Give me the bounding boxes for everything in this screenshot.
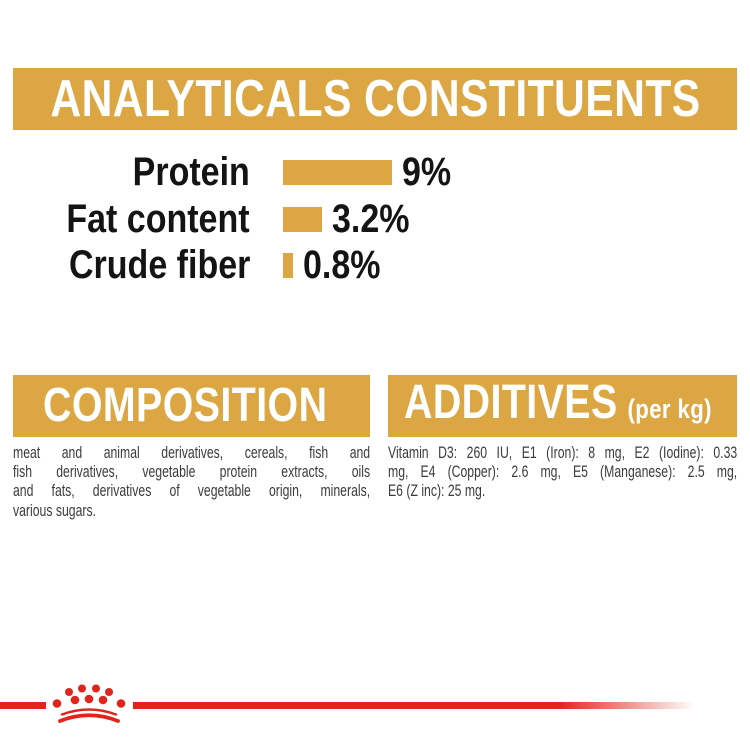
chart-row-fat-content: Fat content 3.2% xyxy=(0,197,750,241)
bar-label-fat-content: Fat content xyxy=(66,197,250,241)
bar-label-protein: Protein xyxy=(132,150,250,194)
composition-text: meat and animal derivatives, cereals, fi… xyxy=(13,443,370,520)
additives-title: ADDITIVES (per kg) xyxy=(404,372,712,440)
additives-title-suffix: (per kg) xyxy=(627,394,712,424)
bar-group-fat-content: 3.2% xyxy=(283,197,423,241)
analytical-constituents-banner: ANALYTICALS CONSTITUENTS xyxy=(13,68,737,130)
bar-value-fat-content: 3.2% xyxy=(332,197,410,241)
composition-text-line: fish derivatives, vegetable protein extr… xyxy=(13,462,371,482)
bar-group-protein: 9% xyxy=(283,150,460,194)
crude-fiber-bar xyxy=(283,253,293,278)
composition-title: COMPOSITION xyxy=(43,379,328,432)
bar-group-crude-fiber: 0.8% xyxy=(283,243,394,287)
composition-text-line: various sugars. xyxy=(13,500,97,520)
protein-bar xyxy=(283,160,392,185)
analytical-constituents-title: ANALYTICALS CONSTITUENTS xyxy=(49,70,701,128)
fat-content-bar xyxy=(283,207,322,232)
additives-text: Vitamin D3: 260 IU, E1 (Iron): 8 mg, E2 … xyxy=(388,443,737,501)
composition-text-line: and fats, derivatives of vegetable origi… xyxy=(13,481,371,501)
footer-rule-right xyxy=(133,702,750,709)
chart-row-protein: Protein 9% xyxy=(0,150,750,194)
composition-banner: COMPOSITION xyxy=(13,375,370,437)
additives-text-line: E6 (Z inc): 25 mg. xyxy=(388,481,486,501)
additives-text-line: mg, E4 (Copper): 2.6 mg, E5 (Manganese):… xyxy=(388,462,738,482)
additives-text-line: Vitamin D3: 260 IU, E1 (Iron): 8 mg, E2 … xyxy=(388,443,738,462)
bar-value-protein: 9% xyxy=(402,150,452,194)
footer-rule-left xyxy=(0,702,46,709)
additives-title-text: ADDITIVES xyxy=(404,376,618,429)
bar-value-crude-fiber: 0.8% xyxy=(303,243,381,287)
bar-label-crude-fiber: Crude fiber xyxy=(68,243,250,287)
chart-row-crude-fiber: Crude fiber 0.8% xyxy=(0,243,750,287)
royal-canin-crown-icon xyxy=(52,684,126,723)
additives-banner: ADDITIVES (per kg) xyxy=(388,375,737,437)
composition-text-line: meat and animal derivatives, cereals, fi… xyxy=(13,443,371,462)
nutrient-bar-chart: Protein 9% Fat content 3.2% Crude fiber … xyxy=(0,150,750,290)
